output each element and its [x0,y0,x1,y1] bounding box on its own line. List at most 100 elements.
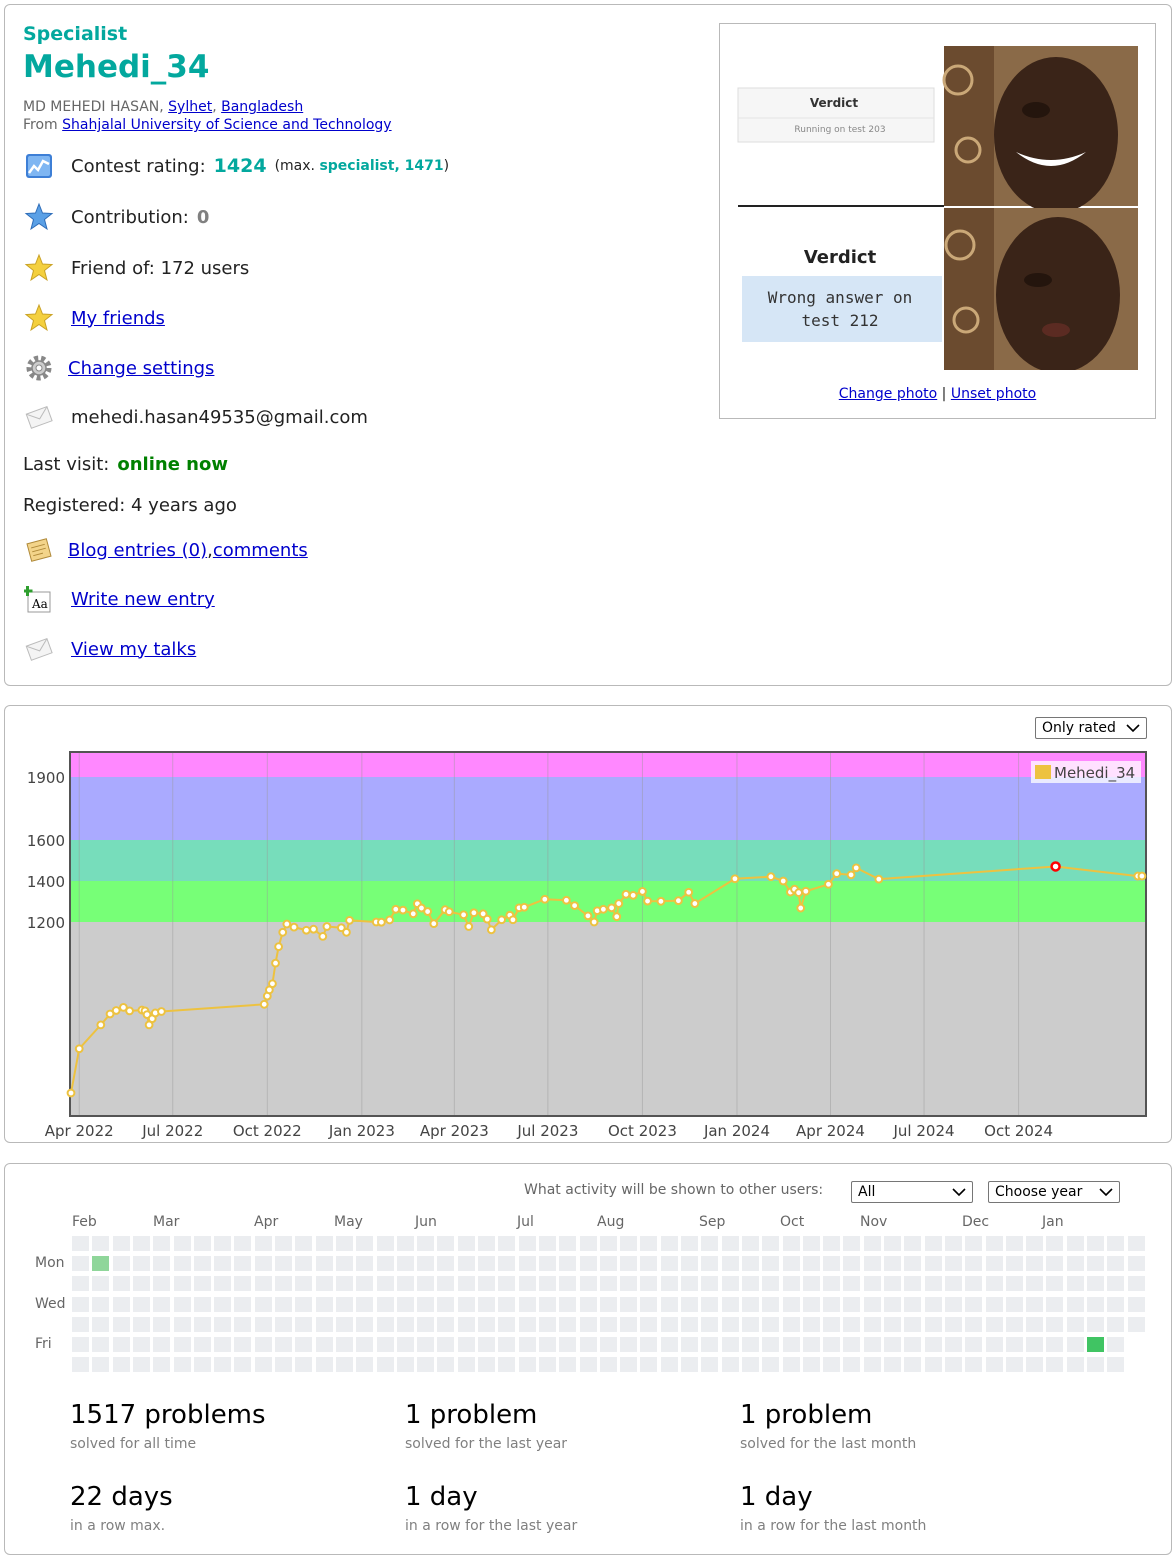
activity-cell[interactable] [802,1357,820,1373]
activity-cell[interactable] [376,1316,394,1332]
activity-cell[interactable] [701,1357,719,1373]
activity-cell[interactable] [559,1357,577,1373]
activity-cell[interactable] [1005,1296,1023,1312]
activity-cell[interactable] [863,1357,881,1373]
activity-cell[interactable] [599,1256,617,1272]
comments-link[interactable]: comments [212,539,308,561]
activity-cell[interactable] [741,1337,759,1352]
activity-cell[interactable] [863,1337,881,1352]
activity-cell[interactable] [498,1296,516,1312]
activity-cell[interactable] [802,1276,820,1292]
activity-cell[interactable] [254,1276,272,1292]
activity-cell[interactable] [72,1256,89,1272]
activity-cell[interactable] [173,1337,191,1352]
activity-cell[interactable] [620,1276,638,1292]
activity-cell[interactable] [112,1276,130,1292]
activity-cell[interactable] [518,1316,536,1332]
activity-cell[interactable] [396,1316,414,1332]
activity-cell[interactable] [985,1236,1003,1251]
activity-cell[interactable] [193,1296,211,1312]
activity-cell[interactable] [944,1357,962,1373]
activity-cell[interactable] [681,1256,698,1272]
activity-cell[interactable] [863,1256,881,1272]
activity-cell[interactable] [620,1316,638,1332]
activity-cell[interactable] [92,1256,110,1272]
activity-cell[interactable] [132,1316,150,1332]
activity-cell[interactable] [782,1296,800,1312]
activity-cell[interactable] [904,1316,922,1332]
activity-cell[interactable] [457,1296,475,1312]
activity-cell[interactable] [518,1296,536,1312]
activity-cell[interactable] [1026,1256,1044,1272]
activity-cell[interactable] [376,1296,394,1312]
activity-cell[interactable] [356,1236,374,1251]
activity-cell[interactable] [437,1236,455,1251]
activity-cell[interactable] [762,1337,780,1352]
activity-cell[interactable] [1066,1276,1084,1292]
activity-cell[interactable] [640,1296,658,1312]
activity-cell[interactable] [315,1256,333,1272]
activity-cell[interactable] [904,1357,922,1373]
activity-cell[interactable] [1066,1296,1084,1312]
activity-cell[interactable] [1046,1296,1064,1312]
activity-cell[interactable] [579,1357,597,1373]
activity-cell[interactable] [681,1337,698,1352]
activity-cell[interactable] [904,1296,922,1312]
activity-cell[interactable] [92,1296,110,1312]
activity-cell[interactable] [315,1337,333,1352]
activity-cell[interactable] [457,1236,475,1251]
activity-cell[interactable] [599,1337,617,1352]
activity-cell[interactable] [498,1357,516,1373]
activity-cell[interactable] [579,1296,597,1312]
activity-cell[interactable] [701,1337,719,1352]
activity-cell[interactable] [1107,1256,1125,1272]
activity-cell[interactable] [1127,1256,1145,1272]
activity-cell[interactable] [599,1316,617,1332]
activity-cell[interactable] [335,1316,353,1332]
activity-cell[interactable] [112,1236,130,1251]
activity-cell[interactable] [295,1316,313,1332]
activity-cell[interactable] [1127,1236,1145,1251]
activity-cell[interactable] [437,1337,455,1352]
activity-cell[interactable] [396,1296,414,1312]
activity-cell[interactable] [417,1236,435,1251]
activity-cell[interactable] [1005,1357,1023,1373]
activity-cell[interactable] [802,1236,820,1251]
activity-cell[interactable] [863,1276,881,1292]
activity-cell[interactable] [843,1276,861,1292]
activity-cell[interactable] [376,1276,394,1292]
activity-cell[interactable] [153,1256,171,1272]
activity-cell[interactable] [1087,1296,1104,1312]
activity-cell[interactable] [904,1276,922,1292]
activity-cell[interactable] [884,1357,901,1373]
activity-cell[interactable] [660,1236,678,1251]
activity-cell[interactable] [1066,1357,1084,1373]
activity-cell[interactable] [92,1357,110,1373]
activity-cell[interactable] [193,1256,211,1272]
activity-cell[interactable] [1026,1316,1044,1332]
activity-cell[interactable] [193,1357,211,1373]
activity-cell[interactable] [478,1296,495,1312]
activity-cell[interactable] [944,1276,962,1292]
activity-cell[interactable] [863,1316,881,1332]
activity-cell[interactable] [356,1316,374,1332]
change-settings-link[interactable]: Change settings [68,357,215,379]
activity-cell[interactable] [1107,1316,1125,1332]
activity-cell[interactable] [904,1236,922,1251]
activity-cell[interactable] [640,1236,658,1251]
change-photo-link[interactable]: Change photo [838,386,938,402]
activity-cell[interactable] [72,1296,89,1312]
activity-cell[interactable] [173,1276,191,1292]
activity-cell[interactable] [1087,1357,1104,1373]
activity-cell[interactable] [843,1357,861,1373]
activity-cell[interactable] [295,1337,313,1352]
activity-cell[interactable] [620,1296,638,1312]
activity-cell[interactable] [417,1256,435,1272]
activity-cell[interactable] [153,1357,171,1373]
activity-cell[interactable] [254,1337,272,1352]
activity-cell[interactable] [884,1276,901,1292]
activity-cell[interactable] [275,1357,292,1373]
activity-cell[interactable] [132,1276,150,1292]
activity-cell[interactable] [924,1296,942,1312]
country-link[interactable]: Bangladesh [221,99,304,115]
